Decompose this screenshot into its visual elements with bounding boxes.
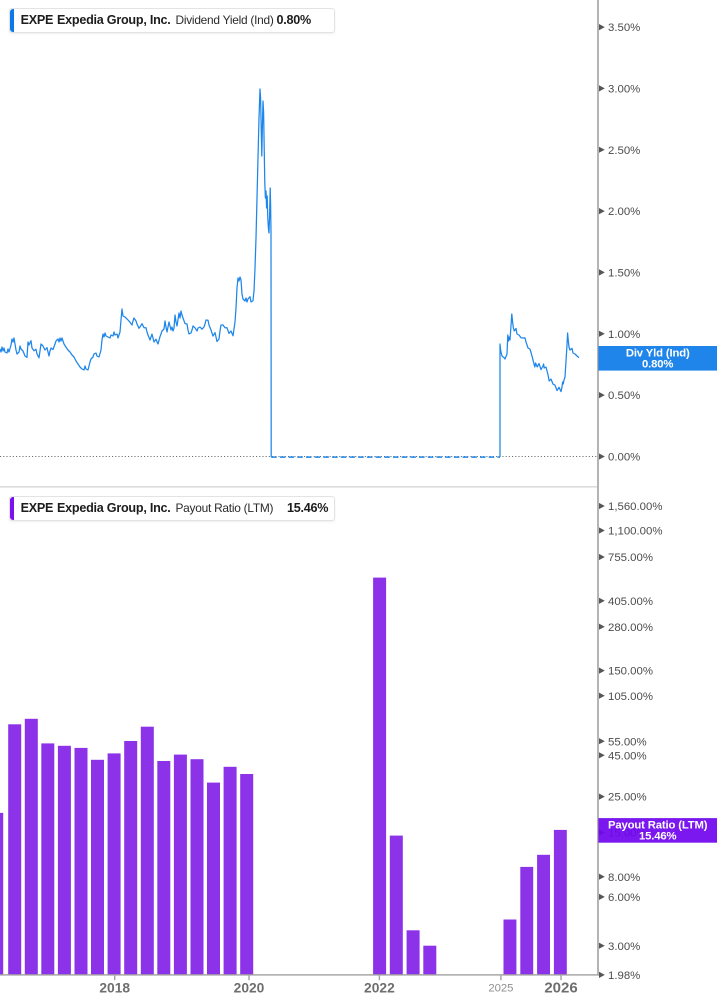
svg-text:3.00%: 3.00% (608, 941, 640, 953)
svg-text:15.46%: 15.46% (639, 830, 677, 842)
svg-text:55.00%: 55.00% (608, 736, 647, 748)
svg-text:8.00%: 8.00% (608, 872, 640, 884)
svg-text:2018: 2018 (99, 981, 130, 996)
svg-text:2022: 2022 (364, 981, 395, 996)
svg-text:1.98%: 1.98% (608, 970, 640, 982)
svg-text:3.50%: 3.50% (608, 22, 640, 34)
svg-text:150.00%: 150.00% (608, 666, 653, 678)
svg-text:25.00%: 25.00% (608, 792, 647, 804)
svg-text:2.00%: 2.00% (608, 206, 640, 218)
svg-text:Div Yld (Ind): Div Yld (Ind) (626, 347, 690, 359)
svg-text:Payout Ratio (LTM): Payout Ratio (LTM) (608, 819, 708, 831)
svg-text:1.00%: 1.00% (608, 329, 640, 341)
svg-text:2026: 2026 (544, 980, 577, 997)
svg-text:405.00%: 405.00% (608, 596, 653, 608)
svg-text:3.00%: 3.00% (608, 84, 640, 96)
svg-text:0.00%: 0.00% (608, 452, 640, 464)
svg-text:2020: 2020 (234, 981, 265, 996)
svg-text:280.00%: 280.00% (608, 622, 653, 634)
svg-text:1.50%: 1.50% (608, 268, 640, 280)
svg-text:1,560.00%: 1,560.00% (608, 501, 662, 513)
svg-text:105.00%: 105.00% (608, 691, 653, 703)
svg-text:0.80%: 0.80% (642, 358, 673, 370)
svg-text:2.50%: 2.50% (608, 145, 640, 157)
svg-text:1,100.00%: 1,100.00% (608, 526, 662, 538)
svg-text:45.00%: 45.00% (608, 750, 647, 762)
svg-text:0.50%: 0.50% (608, 390, 640, 402)
svg-text:6.00%: 6.00% (608, 892, 640, 904)
svg-text:2025: 2025 (488, 983, 513, 995)
svg-text:755.00%: 755.00% (608, 552, 653, 564)
